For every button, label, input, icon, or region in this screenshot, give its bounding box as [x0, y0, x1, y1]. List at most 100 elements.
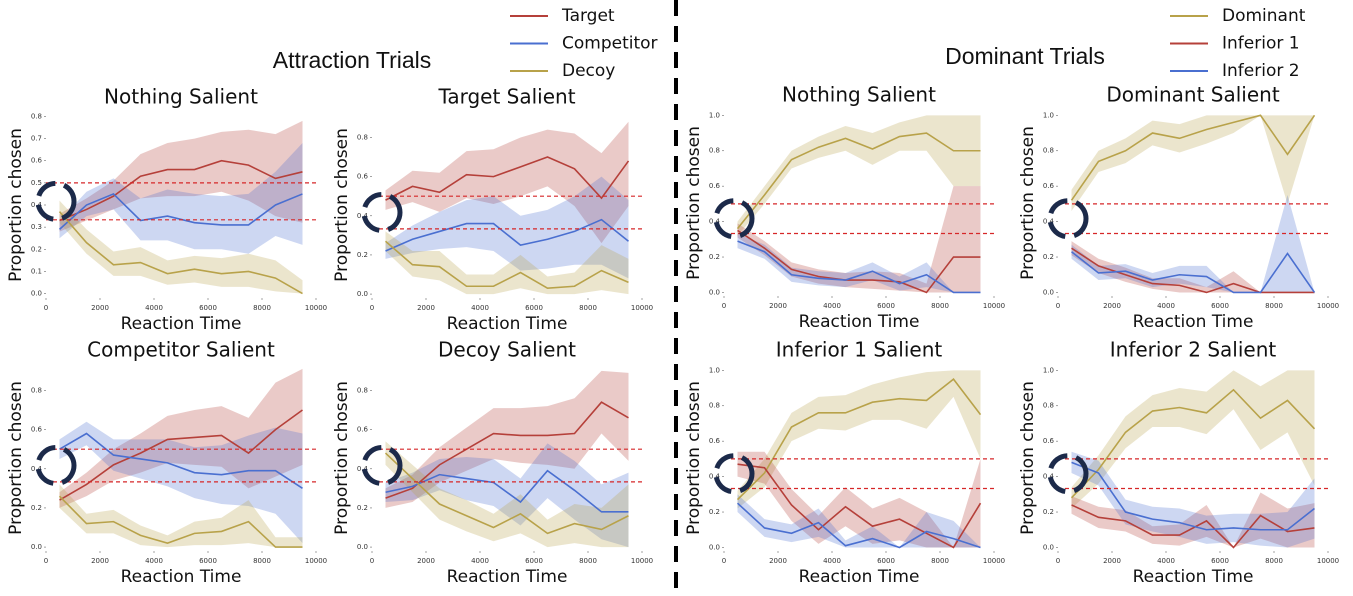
series-line: [59, 409, 303, 501]
y-tick-label: 0.8: [1043, 402, 1054, 410]
legend-label: Competitor: [562, 34, 658, 54]
x-tick-label: 4000: [145, 557, 163, 565]
y-tick-label: 0.8: [31, 386, 42, 394]
highlight-circle: [361, 192, 403, 234]
x-tick-label: 4000: [471, 304, 489, 312]
x-tick-label: 8000: [1265, 302, 1283, 310]
y-tick-label: 0.2: [1043, 508, 1054, 516]
panel-title: Target Salient: [437, 85, 575, 109]
series-line: [1070, 388, 1316, 499]
x-axis-label: Reaction Time: [799, 312, 920, 332]
y-tick-label: 0.6: [1043, 182, 1055, 190]
group-title: Dominant Trials: [945, 43, 1105, 69]
legend-label: Inferior 2: [1222, 61, 1300, 81]
y-axis-label: Proportion chosen: [684, 381, 704, 535]
series-line: [385, 401, 629, 499]
x-tick-label: 0: [722, 557, 726, 565]
y-axis-label: Proportion chosen: [332, 381, 352, 535]
x-tick-label: 6000: [877, 302, 895, 310]
x-tick-label: 10000: [983, 557, 1005, 565]
confidence-band: [1071, 195, 1315, 293]
x-tick-label: 8000: [253, 304, 271, 312]
x-tick-label: 4000: [823, 302, 841, 310]
x-tick-label: 8000: [579, 304, 597, 312]
y-axis-label: Proportion chosen: [1018, 381, 1038, 535]
legend-label: Target: [561, 6, 615, 26]
x-tick-label: 8000: [253, 557, 271, 565]
highlight-circle: [35, 445, 77, 487]
x-tick-label: 6000: [525, 557, 543, 565]
y-axis-label: Proportion chosen: [1018, 126, 1038, 280]
series-line: [736, 502, 981, 549]
x-axis-label: Reaction Time: [121, 314, 242, 334]
y-tick-label: 0.4: [1043, 473, 1055, 481]
confidence-band: [385, 121, 629, 244]
series-line: [385, 469, 629, 513]
series-line: [384, 452, 629, 535]
confidence-band: [737, 186, 981, 293]
x-tick-label: 4000: [1157, 557, 1175, 565]
y-tick-label: 1.0: [1043, 111, 1054, 119]
y-tick-label: 0.8: [357, 133, 368, 141]
panel-title: Competitor Salient: [87, 338, 275, 362]
y-tick-label: 0.4: [31, 465, 43, 473]
x-axis-label: Reaction Time: [799, 567, 920, 587]
y-axis-label: Proportion chosen: [6, 381, 26, 535]
confidence-band: [737, 115, 981, 236]
x-tick-label: 6000: [1211, 302, 1229, 310]
x-tick-label: 2000: [1103, 557, 1121, 565]
y-axis-label: Proportion chosen: [6, 128, 26, 282]
series-line: [1071, 461, 1315, 531]
y-tick-label: 0.2: [357, 504, 368, 512]
y-tick-label: 0.6: [1043, 437, 1055, 445]
y-tick-label: 0.4: [357, 212, 369, 220]
x-tick-label: 0: [1056, 302, 1060, 310]
y-tick-label: 0.8: [1043, 147, 1054, 155]
confidence-band: [1071, 241, 1315, 293]
y-tick-label: 0.6: [709, 182, 721, 190]
panel-title: Inferior 1 Salient: [776, 338, 943, 362]
y-tick-label: 0.6: [709, 437, 721, 445]
x-tick-label: 10000: [983, 302, 1005, 310]
y-tick-label: 0.2: [357, 251, 368, 259]
confidence-band: [737, 494, 981, 548]
x-tick-label: 2000: [769, 557, 787, 565]
series-line: [1070, 114, 1316, 201]
confidence-band: [737, 370, 981, 509]
confidence-band: [59, 120, 303, 232]
y-tick-label: 0.6: [357, 173, 369, 181]
confidence-band: [385, 231, 629, 295]
y-tick-label: 0.0: [709, 288, 720, 296]
x-tick-label: 4000: [471, 557, 489, 565]
y-tick-label: 0.0: [31, 543, 42, 551]
confidence-band: [385, 176, 629, 279]
legend-label: Dominant: [1222, 6, 1306, 26]
y-tick-label: 0.0: [357, 543, 368, 551]
group-title: Attraction Trials: [273, 47, 432, 73]
y-tick-label: 0.0: [357, 290, 368, 298]
x-axis-label: Reaction Time: [1133, 567, 1254, 587]
y-tick-label: 0.6: [357, 426, 369, 434]
x-tick-label: 10000: [1317, 302, 1339, 310]
y-tick-label: 0.4: [709, 473, 721, 481]
y-tick-label: 0.0: [709, 543, 720, 551]
x-tick-label: 2000: [417, 557, 435, 565]
confidence-band: [385, 441, 629, 548]
x-tick-label: 6000: [199, 557, 217, 565]
highlight-circle: [713, 198, 755, 240]
confidence-band: [737, 451, 981, 548]
x-tick-label: 0: [1056, 557, 1060, 565]
y-tick-label: 0.4: [1043, 218, 1055, 226]
y-tick-label: 0.6: [31, 157, 43, 165]
x-tick-label: 0: [370, 557, 374, 565]
y-tick-label: 0.4: [357, 465, 369, 473]
confidence-band: [1071, 115, 1315, 211]
y-tick-label: 0.2: [709, 508, 720, 516]
x-tick-label: 6000: [877, 557, 895, 565]
y-tick-label: 0.8: [709, 402, 720, 410]
y-tick-label: 0.2: [1043, 253, 1054, 261]
x-tick-label: 8000: [579, 557, 597, 565]
highlight-circle: [1047, 198, 1089, 240]
y-tick-label: 0.0: [1043, 543, 1054, 551]
